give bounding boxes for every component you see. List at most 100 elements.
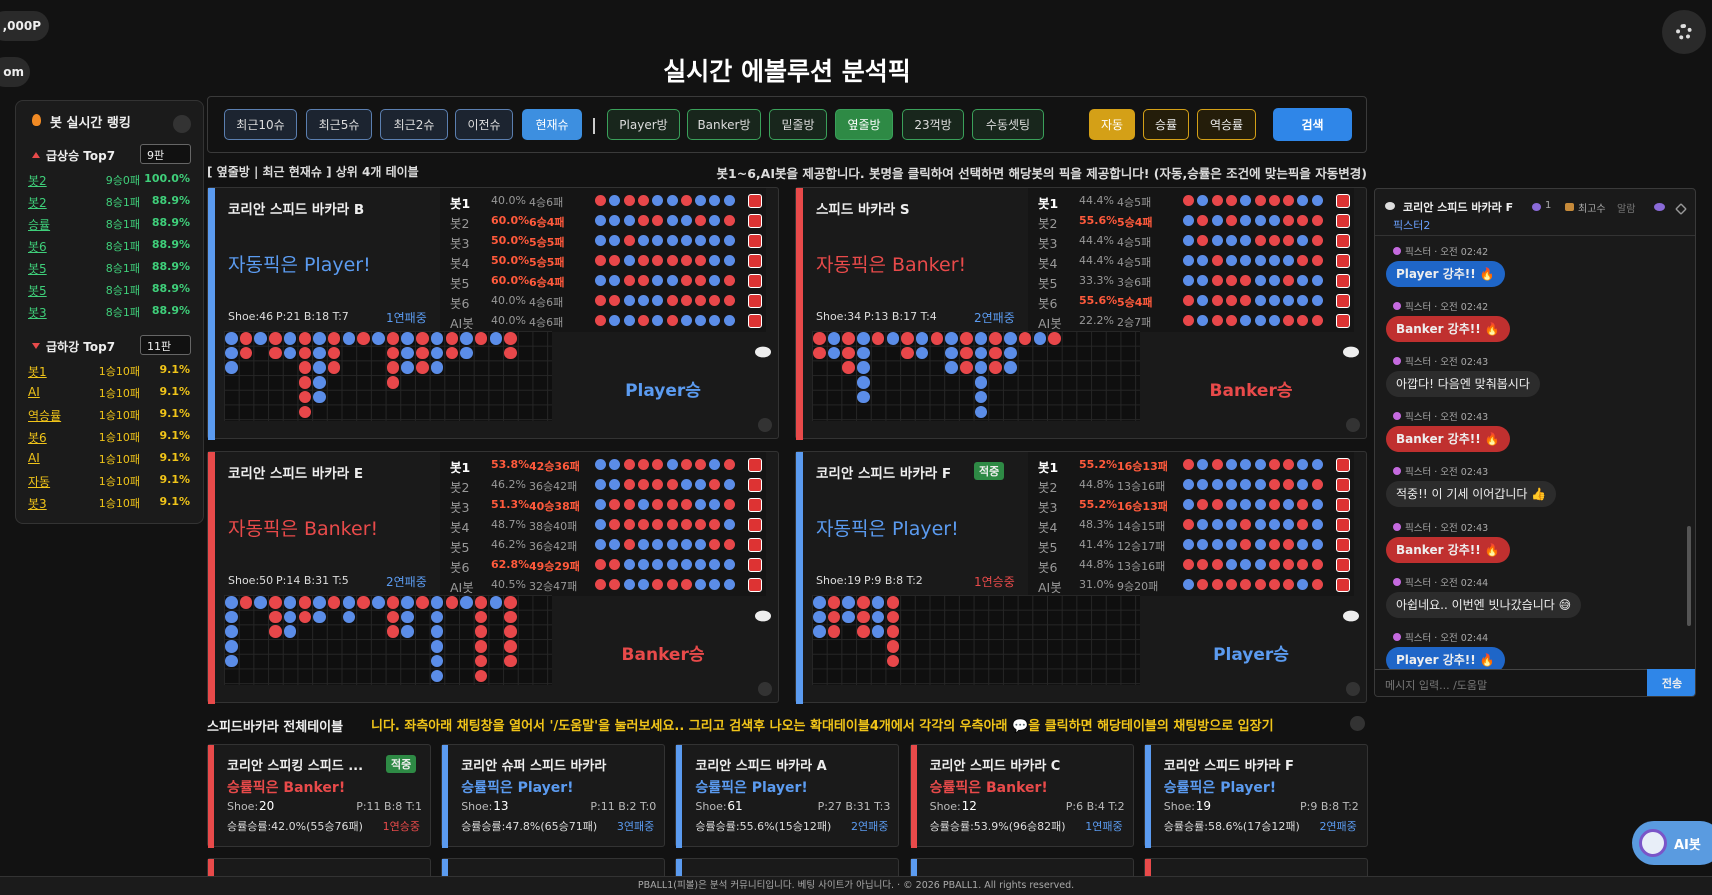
bot-label[interactable]: 봇4 xyxy=(450,256,470,271)
history-dot xyxy=(1183,295,1194,306)
bot-rate: 55.2% xyxy=(1079,458,1118,471)
bot-label[interactable]: 봇6 xyxy=(1038,560,1058,575)
search-button[interactable]: 검색 xyxy=(1273,108,1352,141)
history-dot xyxy=(1254,559,1266,570)
bot-label[interactable]: 봇6 xyxy=(1038,296,1058,311)
history-dot xyxy=(609,275,621,286)
bot-name[interactable]: 봇6 xyxy=(28,431,47,445)
bead xyxy=(313,332,326,345)
close-button[interactable] xyxy=(758,682,772,696)
close-button[interactable] xyxy=(758,418,772,432)
bot-name[interactable]: 봇2 xyxy=(28,196,47,210)
mode-button[interactable]: 역승률 xyxy=(1197,109,1256,140)
users-icon[interactable] xyxy=(1654,203,1665,211)
bot-label[interactable]: AI봇 xyxy=(1038,316,1062,331)
bot-label[interactable]: 봇4 xyxy=(450,520,470,535)
bot-name[interactable]: 자동 xyxy=(28,475,51,489)
history-dot xyxy=(595,315,606,326)
bot-label[interactable]: 봇5 xyxy=(450,540,470,555)
bot-name[interactable]: 봇2 xyxy=(28,174,47,188)
table-card[interactable]: 코리안 스피드 바카라 C 승률픽은 Banker! Shoe: 12 P:6 B:4 … xyxy=(909,744,1134,848)
bead xyxy=(283,596,297,609)
bead xyxy=(401,610,414,624)
mode-button[interactable]: 자동 xyxy=(1089,109,1135,140)
bot-label[interactable]: AI봇 xyxy=(450,580,474,595)
close-button[interactable] xyxy=(1346,682,1360,696)
bot-label[interactable]: 봇2 xyxy=(450,216,470,231)
bot-label[interactable]: 봇3 xyxy=(1038,500,1058,515)
send-button[interactable]: 전송 xyxy=(1647,669,1695,696)
bot-label[interactable]: 봇1 xyxy=(1038,196,1059,211)
room-button[interactable]: 옆줄방 xyxy=(835,109,893,140)
bot-label[interactable]: 봇5 xyxy=(1038,276,1058,291)
bot-label[interactable]: AI봇 xyxy=(450,316,474,331)
close-button[interactable] xyxy=(173,115,191,133)
bot-label[interactable]: 봇2 xyxy=(1038,480,1058,495)
chat-open[interactable] xyxy=(1343,610,1359,622)
round-select[interactable]: 11판 xyxy=(140,335,191,355)
bot-label[interactable]: 봇1 xyxy=(450,196,471,211)
bot-label[interactable]: 봇2 xyxy=(1038,216,1058,231)
round-select[interactable]: 9판 xyxy=(140,144,191,164)
bead xyxy=(357,596,370,609)
close-button[interactable] xyxy=(1675,203,1687,215)
bot-label[interactable]: 봇1 xyxy=(1038,460,1059,475)
room-button[interactable]: 밑줄방 xyxy=(769,109,827,140)
bead xyxy=(474,640,488,653)
close-button[interactable] xyxy=(1346,418,1360,432)
bot-name[interactable]: AI xyxy=(28,385,40,399)
room-button[interactable]: 수동셋팅 xyxy=(972,109,1044,140)
room-button[interactable]: 23꺽방 xyxy=(902,109,964,140)
bot-name[interactable]: 승률 xyxy=(28,218,51,232)
bot-label[interactable]: 봇4 xyxy=(1038,256,1058,271)
bot-name[interactable]: 봇3 xyxy=(28,306,47,320)
bot-label[interactable]: 봇3 xyxy=(1038,236,1058,251)
bot-name[interactable]: AI xyxy=(28,451,40,465)
bot-name[interactable]: 봇3 xyxy=(28,497,47,511)
bot-label[interactable]: AI봇 xyxy=(1038,580,1062,595)
message-meta: 픽스터 · 오전 02:44 xyxy=(1405,632,1489,644)
message-input[interactable]: 메시지 입력... /도움말 xyxy=(1375,669,1647,696)
bot-label[interactable]: 봇4 xyxy=(1038,520,1058,535)
bot-label[interactable]: 봇3 xyxy=(450,500,470,515)
bot-name[interactable]: 봇1 xyxy=(28,365,47,379)
ai-bot-button[interactable]: AI봇 xyxy=(1632,821,1712,865)
bot-label[interactable]: 봇2 xyxy=(450,480,470,495)
history-dot xyxy=(1268,195,1280,206)
bot-label[interactable]: 봇5 xyxy=(450,276,470,291)
table-card[interactable]: 코리안 스피드 바카라 F 승률픽은 Player! Shoe: 19 P:9 B:8 … xyxy=(1143,744,1368,848)
table-card[interactable]: 코리안 스피킹 스피드 ... 적중 승률픽은 Banker! Shoe: 20 P:11… xyxy=(207,744,431,848)
settings-button[interactable] xyxy=(1662,10,1706,54)
filter-button[interactable]: 최근2슈 xyxy=(380,109,448,140)
chat-open[interactable] xyxy=(755,346,771,358)
bot-label[interactable]: 봇5 xyxy=(1038,540,1058,555)
bot-name[interactable]: 봇5 xyxy=(28,284,47,298)
filter-button[interactable]: 현재슈 xyxy=(522,109,582,140)
bead xyxy=(386,610,400,624)
room-button[interactable]: Banker방 xyxy=(687,109,761,140)
bot-label[interactable]: 봇1 xyxy=(450,460,471,475)
filter-button[interactable]: 최근5슈 xyxy=(306,109,372,140)
bot-label[interactable]: 봇6 xyxy=(450,560,470,575)
history-dot xyxy=(1197,255,1209,266)
bot-label[interactable]: 봇3 xyxy=(450,236,470,251)
bot-name[interactable]: 봇6 xyxy=(28,240,47,254)
close-button[interactable] xyxy=(1350,716,1365,731)
domain-pill[interactable]: om xyxy=(0,57,30,87)
table-card[interactable]: 코리안 슈퍼 스피드 바카라 승률픽은 Player! Shoe: 13 P:11 B:… xyxy=(441,744,666,848)
points-pill[interactable]: ,000P xyxy=(0,11,49,41)
chat-open[interactable] xyxy=(755,610,771,622)
table-card[interactable]: 코리안 스피드 바카라 A 승률픽은 Player! Shoe: 61 P:27 B:3… xyxy=(675,744,900,848)
bead xyxy=(974,332,988,345)
bot-name[interactable]: 봇5 xyxy=(28,262,47,276)
bot-name[interactable]: 역승률 xyxy=(28,409,62,423)
room-button[interactable]: Player방 xyxy=(607,109,680,140)
chat-open[interactable] xyxy=(1343,346,1359,358)
mode-button[interactable]: 승률 xyxy=(1143,109,1189,140)
bead xyxy=(474,654,488,668)
bot-label[interactable]: 봇6 xyxy=(450,296,470,311)
filter-button[interactable]: 이전슈 xyxy=(455,109,513,140)
filter-button[interactable]: 최근10슈 xyxy=(224,109,297,140)
alarm-toggle[interactable]: 알람 xyxy=(1617,204,1636,215)
history-dot xyxy=(1211,499,1223,510)
